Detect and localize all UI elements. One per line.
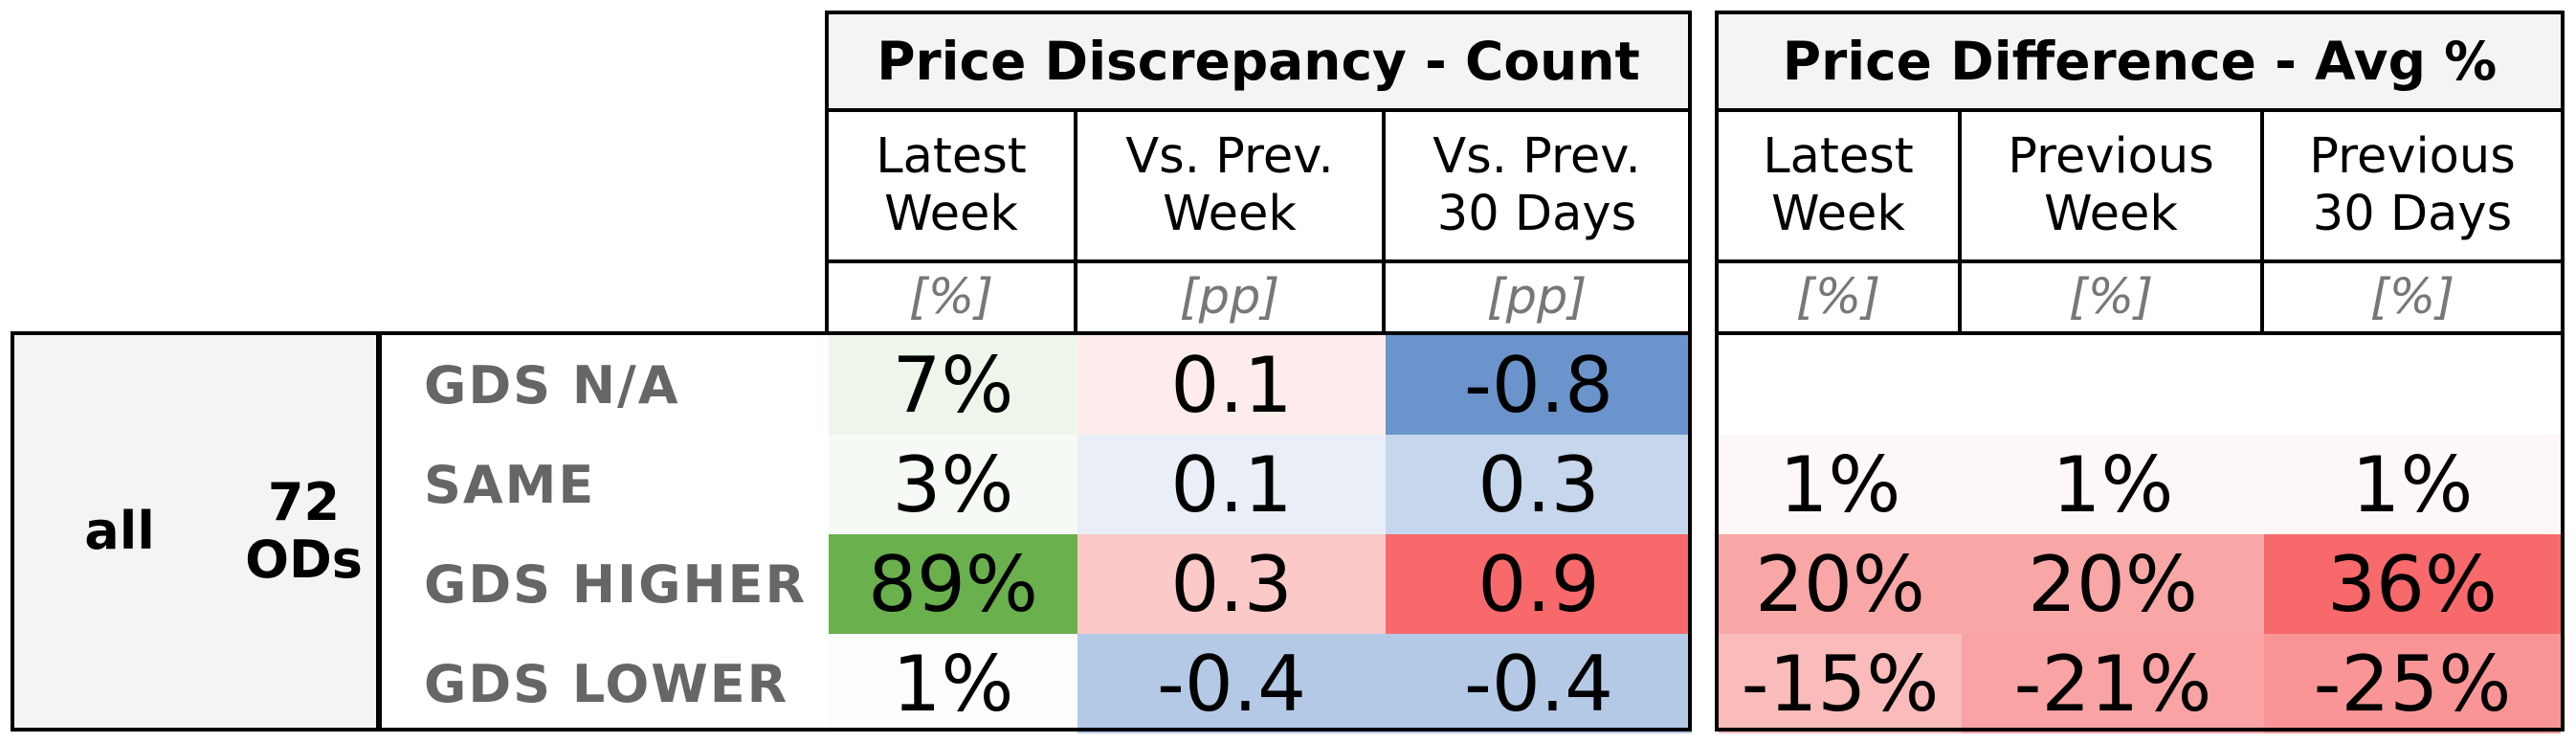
unit-vs-prev-30-days: [pp] <box>1382 259 1692 335</box>
row-label: GDS N/A <box>424 354 680 416</box>
group-header-difference: Price Difference - Avg % <box>1715 11 2565 112</box>
table-cell: 3% <box>829 435 1077 534</box>
unit-previous-week: [%] <box>1958 259 2264 335</box>
table-cell: -0.4 <box>1386 634 1692 733</box>
table-cell: 20% <box>1962 534 2264 634</box>
panel-divider <box>376 331 380 732</box>
table-cell: 36% <box>2264 534 2561 634</box>
table-cell <box>2264 335 2561 435</box>
table-cell: 0.1 <box>1077 335 1386 435</box>
table-cell: 1% <box>1962 435 2264 534</box>
unit-vs-prev-week: [pp] <box>1074 259 1386 335</box>
table-cell: -0.8 <box>1386 335 1692 435</box>
col-header-vs-prev-30-days: Vs. Prev. 30 Days <box>1382 108 1692 263</box>
segment-label: all <box>84 500 155 561</box>
unit-previous-30-days: [%] <box>2260 259 2565 335</box>
table-cell: 0.3 <box>1386 435 1692 534</box>
table-cell: 0.1 <box>1077 435 1386 534</box>
table-cell: -21% <box>1962 634 2264 733</box>
table-cell: -25% <box>2264 634 2561 733</box>
row-label: GDS HIGHER <box>424 553 808 615</box>
table-cell: 1% <box>2264 435 2561 534</box>
od-count-label: 72 ODs <box>245 471 363 590</box>
table-cell: 0.3 <box>1077 534 1386 634</box>
row-label: GDS LOWER <box>424 653 789 714</box>
table-cell <box>1719 335 1962 435</box>
table-cell <box>1962 335 2264 435</box>
left-panel <box>11 331 380 732</box>
table-cell: 1% <box>829 634 1077 733</box>
table-cell: 7% <box>829 335 1077 435</box>
group-header-discrepancy: Price Discrepancy - Count <box>825 11 1692 112</box>
table-cell: 0.9 <box>1386 534 1692 634</box>
col-header-latest-week: Latest Week <box>825 108 1077 263</box>
unit-latest-week: [%] <box>825 259 1077 335</box>
col-header-previous-week: Previous Week <box>1958 108 2264 263</box>
table-cell: -0.4 <box>1077 634 1386 733</box>
table-cell: 89% <box>829 534 1077 634</box>
col-header-vs-prev-week: Vs. Prev. Week <box>1074 108 1386 263</box>
col-header-latest-week-avg: Latest Week <box>1715 108 1962 263</box>
table-cell: -15% <box>1719 634 1962 733</box>
col-header-previous-30-days: Previous 30 Days <box>2260 108 2565 263</box>
table-cell: 1% <box>1719 435 1962 534</box>
row-label: SAME <box>424 454 596 515</box>
table-cell: 20% <box>1719 534 1962 634</box>
unit-latest-week-avg: [%] <box>1715 259 1962 335</box>
